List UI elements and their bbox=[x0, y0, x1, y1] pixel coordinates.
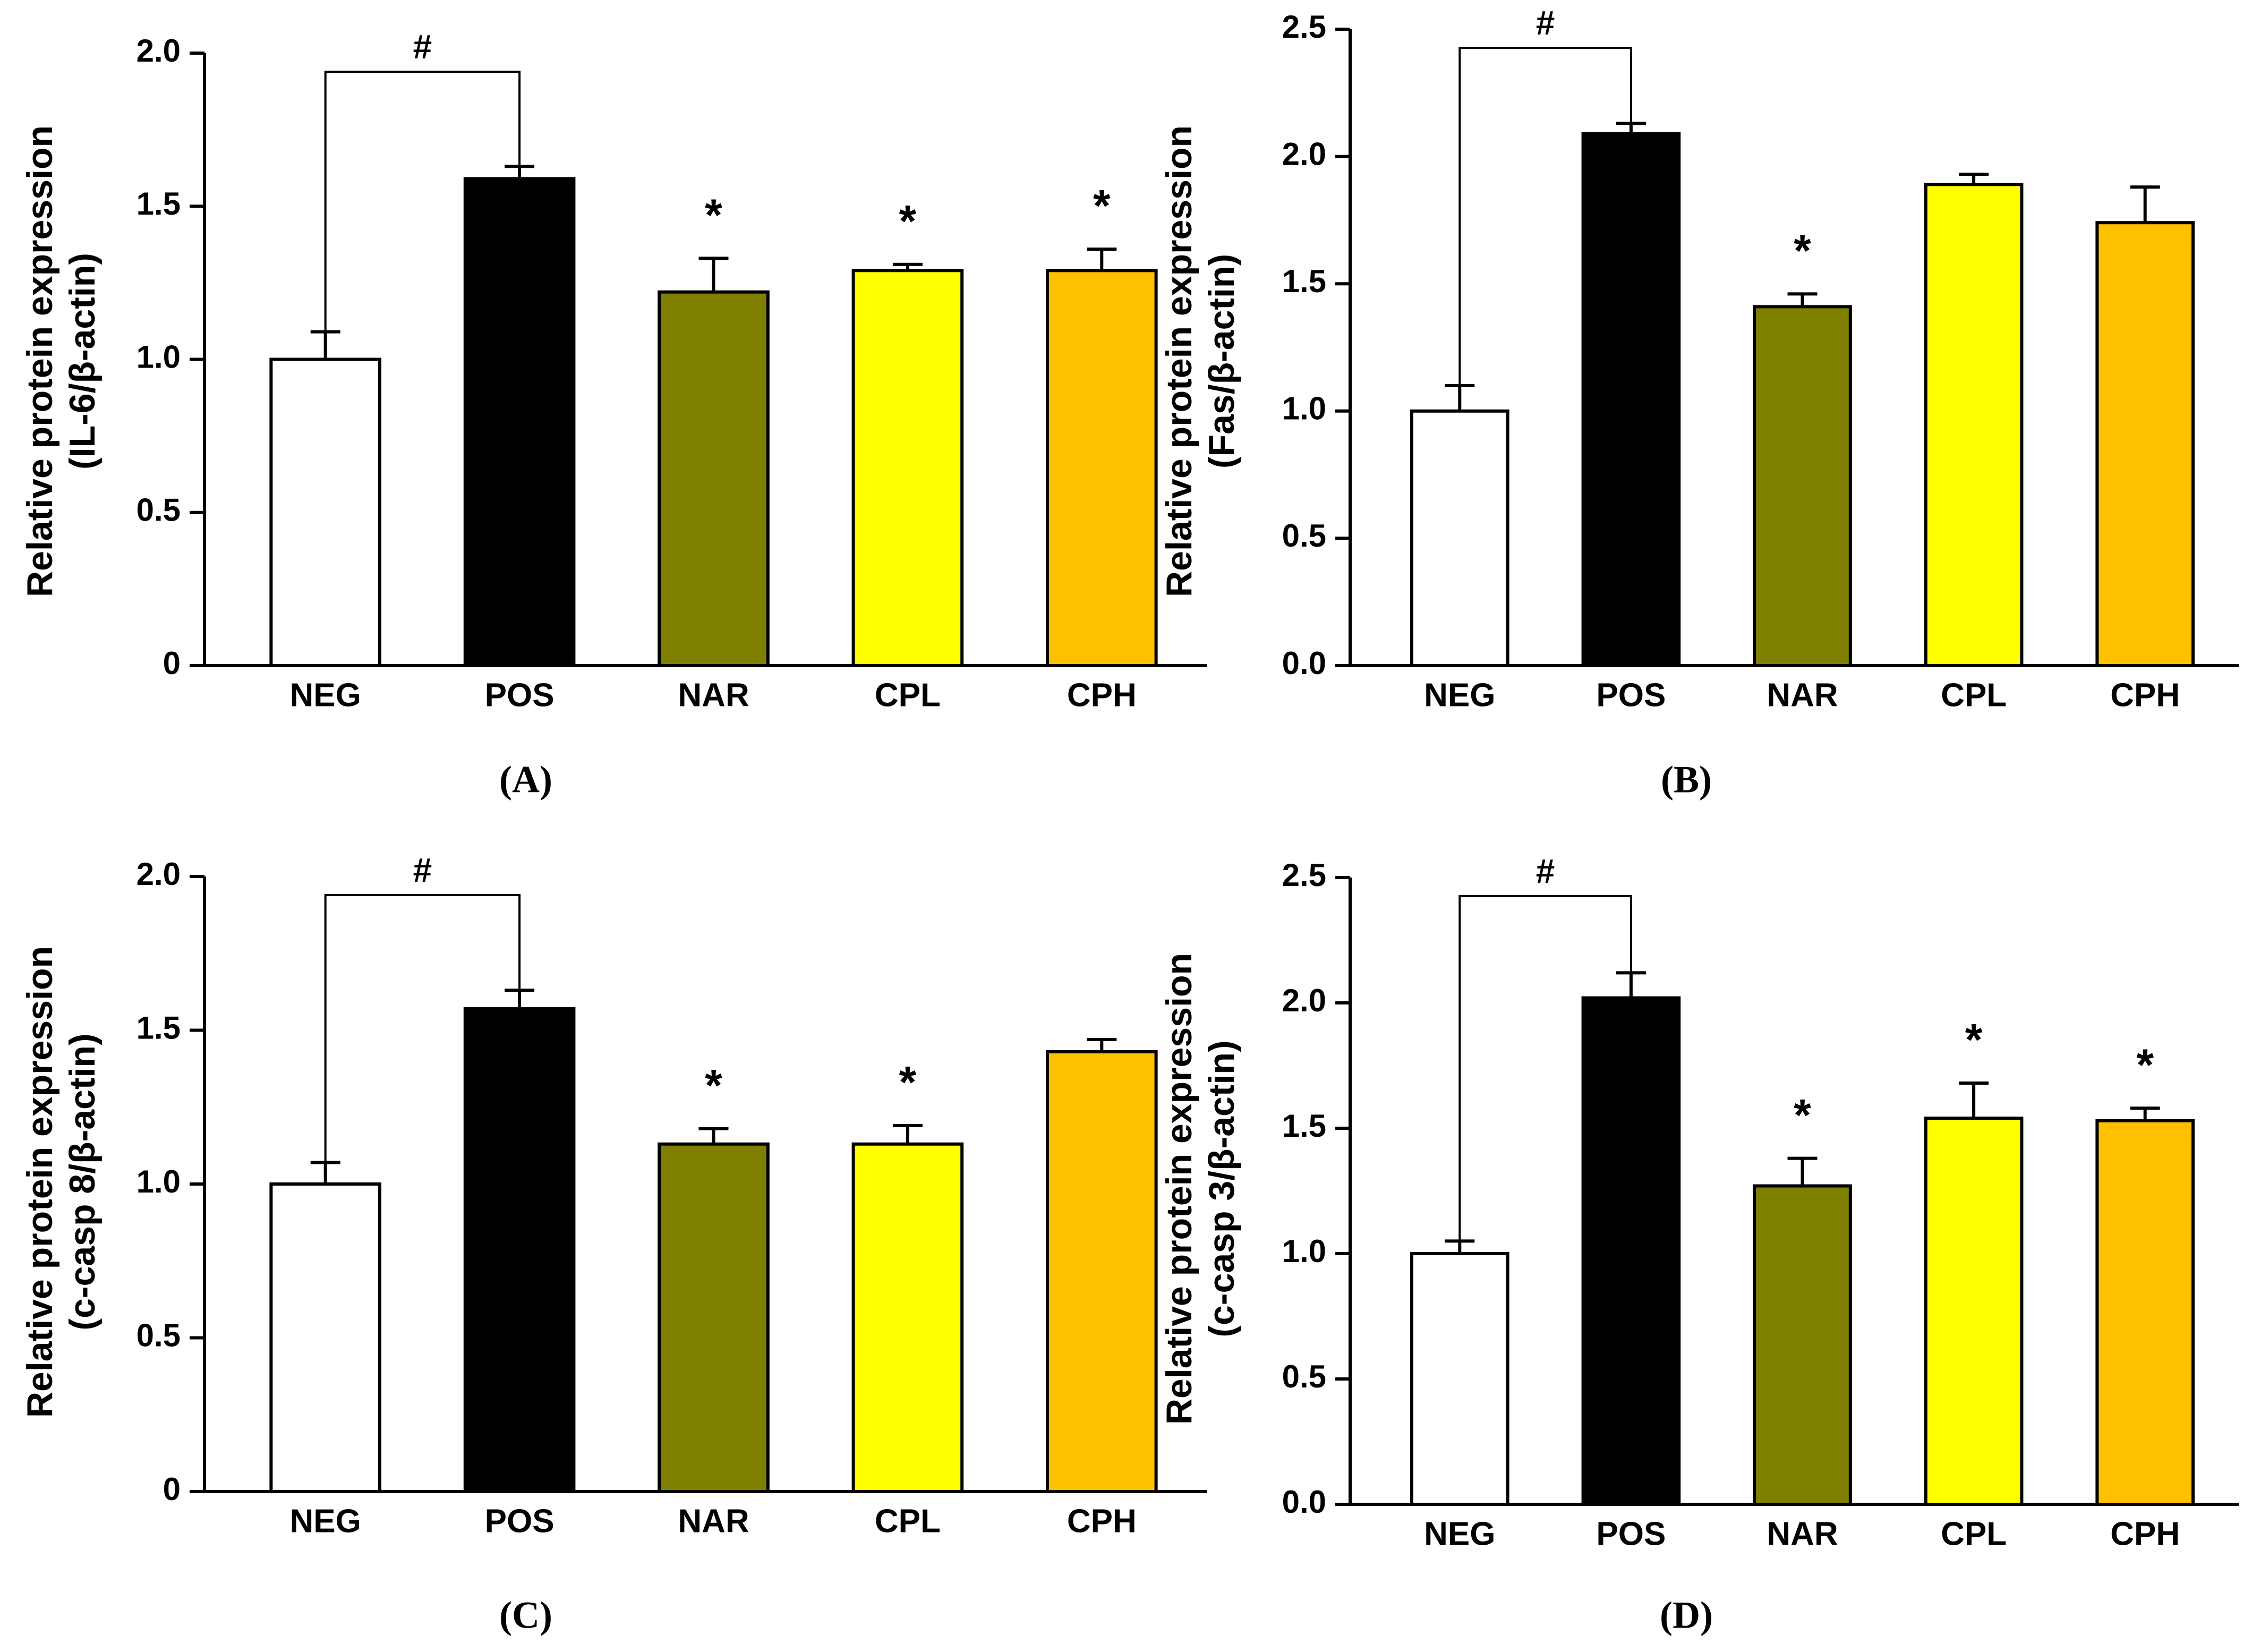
significance-marker: * bbox=[705, 190, 722, 240]
y-tick-label: 0.0 bbox=[1282, 1484, 1326, 1520]
significance-marker: * bbox=[899, 196, 917, 246]
bracket-label: # bbox=[1536, 852, 1555, 890]
y-tick-label: 1.0 bbox=[137, 1164, 181, 1199]
bracket-label: # bbox=[1536, 4, 1555, 42]
x-tick-label: POS bbox=[485, 677, 555, 713]
bracket-label: # bbox=[413, 28, 432, 66]
x-tick-label: POS bbox=[1596, 1515, 1666, 1552]
x-tick-label: NEG bbox=[290, 1503, 361, 1539]
bar-pos bbox=[1581, 132, 1681, 668]
y-tick-label: 1.0 bbox=[137, 339, 181, 374]
x-tick-label: NAR bbox=[1767, 1515, 1838, 1552]
y-tick-label: 0 bbox=[163, 1471, 181, 1507]
x-tick-label: POS bbox=[1596, 677, 1666, 713]
bar-neg bbox=[1410, 409, 1509, 667]
bar-cpl bbox=[851, 1142, 964, 1493]
y-tick-label: 0.5 bbox=[137, 1317, 181, 1353]
bar-cph bbox=[1045, 1050, 1158, 1493]
panel-label: (B) bbox=[1661, 759, 1712, 801]
panel-label: (C) bbox=[499, 1594, 552, 1637]
bracket-label: # bbox=[413, 851, 432, 889]
y-tick-label: 2.5 bbox=[1282, 857, 1326, 893]
y-axis-label-unit: (c-casp 3/β-actin) bbox=[1201, 1040, 1242, 1337]
x-tick-label: CPL bbox=[875, 1503, 941, 1539]
y-tick-label: 2.5 bbox=[1282, 9, 1326, 45]
y-tick-label: 0.5 bbox=[1282, 1359, 1326, 1394]
y-tick-label: 2.0 bbox=[1282, 983, 1326, 1018]
x-tick-label: CPH bbox=[2110, 677, 2180, 713]
bar-cph bbox=[2095, 221, 2195, 667]
significance-marker: * bbox=[2136, 1040, 2154, 1089]
x-tick-label: CPH bbox=[1067, 1503, 1137, 1539]
significance-marker: * bbox=[899, 1057, 917, 1107]
x-tick-label: CPL bbox=[875, 677, 941, 713]
y-tick-label: 1.0 bbox=[1282, 391, 1326, 427]
x-tick-label: CPL bbox=[1941, 677, 2007, 713]
y-axis-label: Relative protein expression bbox=[20, 125, 60, 597]
significance-bracket bbox=[324, 894, 521, 1163]
x-tick-label: NAR bbox=[1767, 677, 1838, 713]
y-axis-label: Relative protein expression bbox=[20, 946, 60, 1418]
x-tick-label: CPL bbox=[1941, 1515, 2007, 1552]
bar-nar bbox=[658, 290, 770, 667]
bar-neg bbox=[1410, 1252, 1509, 1506]
significance-marker: * bbox=[1794, 226, 1811, 276]
y-tick-label: 0.5 bbox=[1282, 518, 1326, 553]
bar-cpl bbox=[1924, 1117, 2024, 1506]
bar-nar bbox=[658, 1142, 770, 1493]
y-tick-label: 1.5 bbox=[1282, 1108, 1326, 1144]
y-tick-label: 2.0 bbox=[1282, 136, 1326, 172]
y-tick-label: 0.5 bbox=[137, 492, 181, 528]
y-axis-label-unit: (IL-6/β-actin) bbox=[62, 253, 103, 470]
y-tick-label: 0 bbox=[163, 645, 181, 681]
x-tick-label: NAR bbox=[678, 677, 749, 713]
significance-bracket bbox=[324, 71, 521, 332]
x-tick-label: CPH bbox=[1067, 677, 1137, 713]
significance-marker: * bbox=[1965, 1015, 1983, 1065]
bar-pos bbox=[463, 177, 576, 667]
bar-cpl bbox=[1924, 183, 2024, 667]
y-tick-label: 2.0 bbox=[137, 33, 181, 69]
panel-label: (A) bbox=[499, 759, 552, 801]
y-tick-label: 2.0 bbox=[137, 856, 181, 892]
panel-a: 0 0.5 1.0 1.5 2.0 NEG POS * NAR * CPL * CPH # Relative… bbox=[20, 28, 1207, 801]
y-axis-label-unit: (Fas/β-actin) bbox=[1201, 254, 1242, 469]
x-tick-label: POS bbox=[485, 1503, 555, 1539]
x-tick-label: CPH bbox=[2110, 1515, 2180, 1552]
y-tick-label: 1.5 bbox=[1282, 263, 1326, 299]
significance-bracket bbox=[1458, 895, 1632, 1241]
panel-b: 0.0 0.5 1.0 1.5 2.0 2.5 NEG POS * NAR CPL CPH # Relat… bbox=[1159, 4, 2239, 801]
bar-cpl bbox=[851, 269, 964, 667]
bar-cph bbox=[2095, 1119, 2195, 1506]
panel-label: (D) bbox=[1660, 1594, 1713, 1637]
significance-marker: * bbox=[1093, 181, 1111, 231]
x-tick-label: NEG bbox=[1424, 677, 1495, 713]
bar-neg bbox=[269, 1182, 382, 1493]
y-axis-label-unit: (c-casp 8/β-actin) bbox=[62, 1033, 103, 1330]
bar-cph bbox=[1045, 269, 1158, 667]
y-tick-label: 1.0 bbox=[1282, 1233, 1326, 1269]
y-tick-label: 1.5 bbox=[137, 186, 181, 222]
y-tick-label: 1.5 bbox=[137, 1010, 181, 1045]
significance-marker: * bbox=[705, 1060, 722, 1110]
bar-nar bbox=[1753, 1184, 1852, 1506]
x-tick-label: NEG bbox=[1424, 1515, 1495, 1552]
panel-d: 0.0 0.5 1.0 1.5 2.0 2.5 NEG POS * NAR * CPL * CPH # Rel… bbox=[1159, 852, 2239, 1637]
x-tick-label: NAR bbox=[678, 1503, 749, 1539]
significance-marker: * bbox=[1794, 1090, 1811, 1140]
bar-nar bbox=[1753, 305, 1852, 667]
y-axis-label: Relative protein expression bbox=[1159, 125, 1199, 597]
y-tick-label: 0.0 bbox=[1282, 645, 1326, 681]
bar-pos bbox=[463, 1007, 576, 1493]
panel-c: 0 0.5 1.0 1.5 2.0 NEG POS * NAR * CPL CPH # Relative … bbox=[20, 851, 1207, 1637]
y-axis-label: Relative protein expression bbox=[1159, 953, 1199, 1425]
bar-neg bbox=[269, 357, 382, 667]
significance-bracket bbox=[1458, 47, 1632, 386]
bar-pos bbox=[1581, 996, 1681, 1506]
x-tick-label: NEG bbox=[290, 677, 361, 713]
